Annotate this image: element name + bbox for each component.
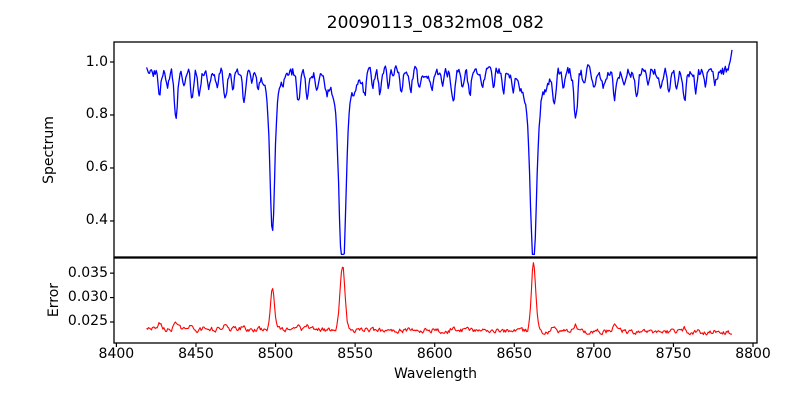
error-panel-spines [113, 257, 758, 344]
y-tick-label-error: 0.025 [67, 313, 108, 330]
x-tick-label: 8750 [655, 346, 692, 362]
chart-title: 20090113_0832m08_082 [326, 13, 545, 33]
x-tick-label: 8700 [576, 346, 612, 362]
y-tick-label-spectrum: 1.0 [85, 53, 108, 70]
x-tick-label: 8400 [98, 346, 135, 362]
y-tick-label-error: 0.030 [67, 289, 108, 306]
x-tick-label: 8800 [735, 346, 771, 362]
spectrum-line [145, 49, 733, 256]
x-tick-label: 8550 [337, 346, 373, 362]
x-tick-label: 8650 [496, 346, 533, 362]
x-axis-label: Wavelength [393, 366, 478, 382]
x-tick-label: 8600 [416, 346, 453, 362]
x-tick-label: 8500 [257, 346, 294, 362]
y-tick-label-spectrum: 0.6 [85, 159, 108, 176]
y-tick-label-error: 0.035 [67, 264, 108, 281]
spectrum-panel-spines [113, 41, 758, 258]
error-line [146, 262, 733, 336]
x-tick-label: 8450 [178, 346, 214, 362]
y-tick-label-spectrum: 0.4 [85, 212, 108, 229]
y-tick-label-spectrum: 0.8 [85, 106, 108, 123]
y-axis-label-error: Error [46, 282, 62, 318]
y-axis-label-spectrum: Spectrum [41, 116, 57, 184]
